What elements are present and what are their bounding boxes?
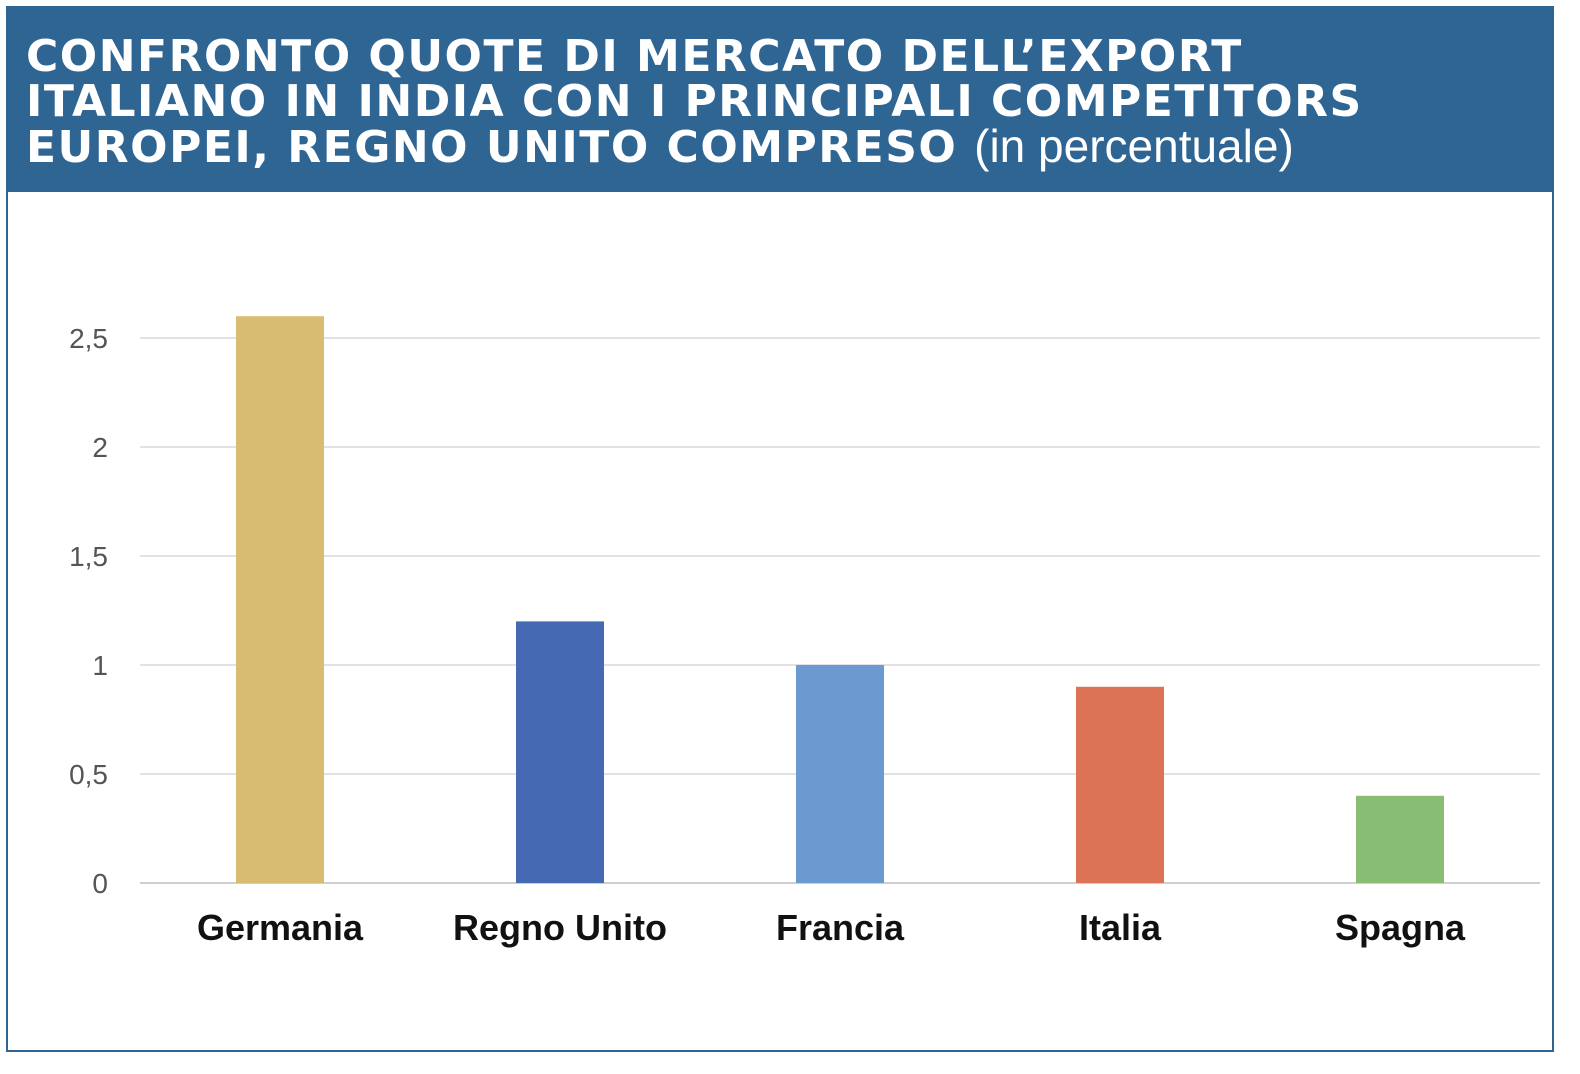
bar-spagna (1356, 795, 1444, 883)
category-label: Spagna (1335, 907, 1466, 948)
y-tick-label: 0 (92, 868, 108, 899)
bar-regno-unito (516, 621, 604, 883)
bar-francia (796, 665, 884, 883)
chart-title-line-3: EUROPEI, REGNO UNITO COMPRESO (in percen… (26, 122, 1552, 173)
y-tick-label: 2,5 (69, 323, 108, 354)
chart-header: CONFRONTO QUOTE DI MERCATO DELL’EXPORT I… (8, 8, 1552, 192)
category-label: Regno Unito (453, 907, 667, 948)
category-label: Italia (1079, 907, 1162, 948)
y-tick-label: 2 (92, 432, 108, 463)
bars (236, 316, 1444, 883)
chart-subtitle: (in percentuale) (974, 120, 1294, 172)
chart-title-line-3-text: EUROPEI, REGNO UNITO COMPRESO (26, 122, 958, 173)
category-label: Francia (776, 907, 905, 948)
chart-title-line-1: CONFRONTO QUOTE DI MERCATO DELL’EXPORT (26, 31, 1243, 82)
bar-germania (236, 316, 324, 883)
bar-italia (1076, 686, 1164, 883)
y-tick-label: 1,5 (69, 541, 108, 572)
category-labels: Germania Regno Unito Francia Italia Spagna (197, 907, 1466, 948)
y-axis-ticks: 0 0,5 1 1,5 2 2,5 (69, 323, 108, 899)
chart-title-line-2: ITALIANO IN INDIA CON I PRINCIPALI COMPE… (26, 76, 1363, 127)
y-tick-label: 0,5 (69, 759, 108, 790)
y-tick-label: 1 (92, 650, 108, 681)
category-label: Germania (197, 907, 364, 948)
